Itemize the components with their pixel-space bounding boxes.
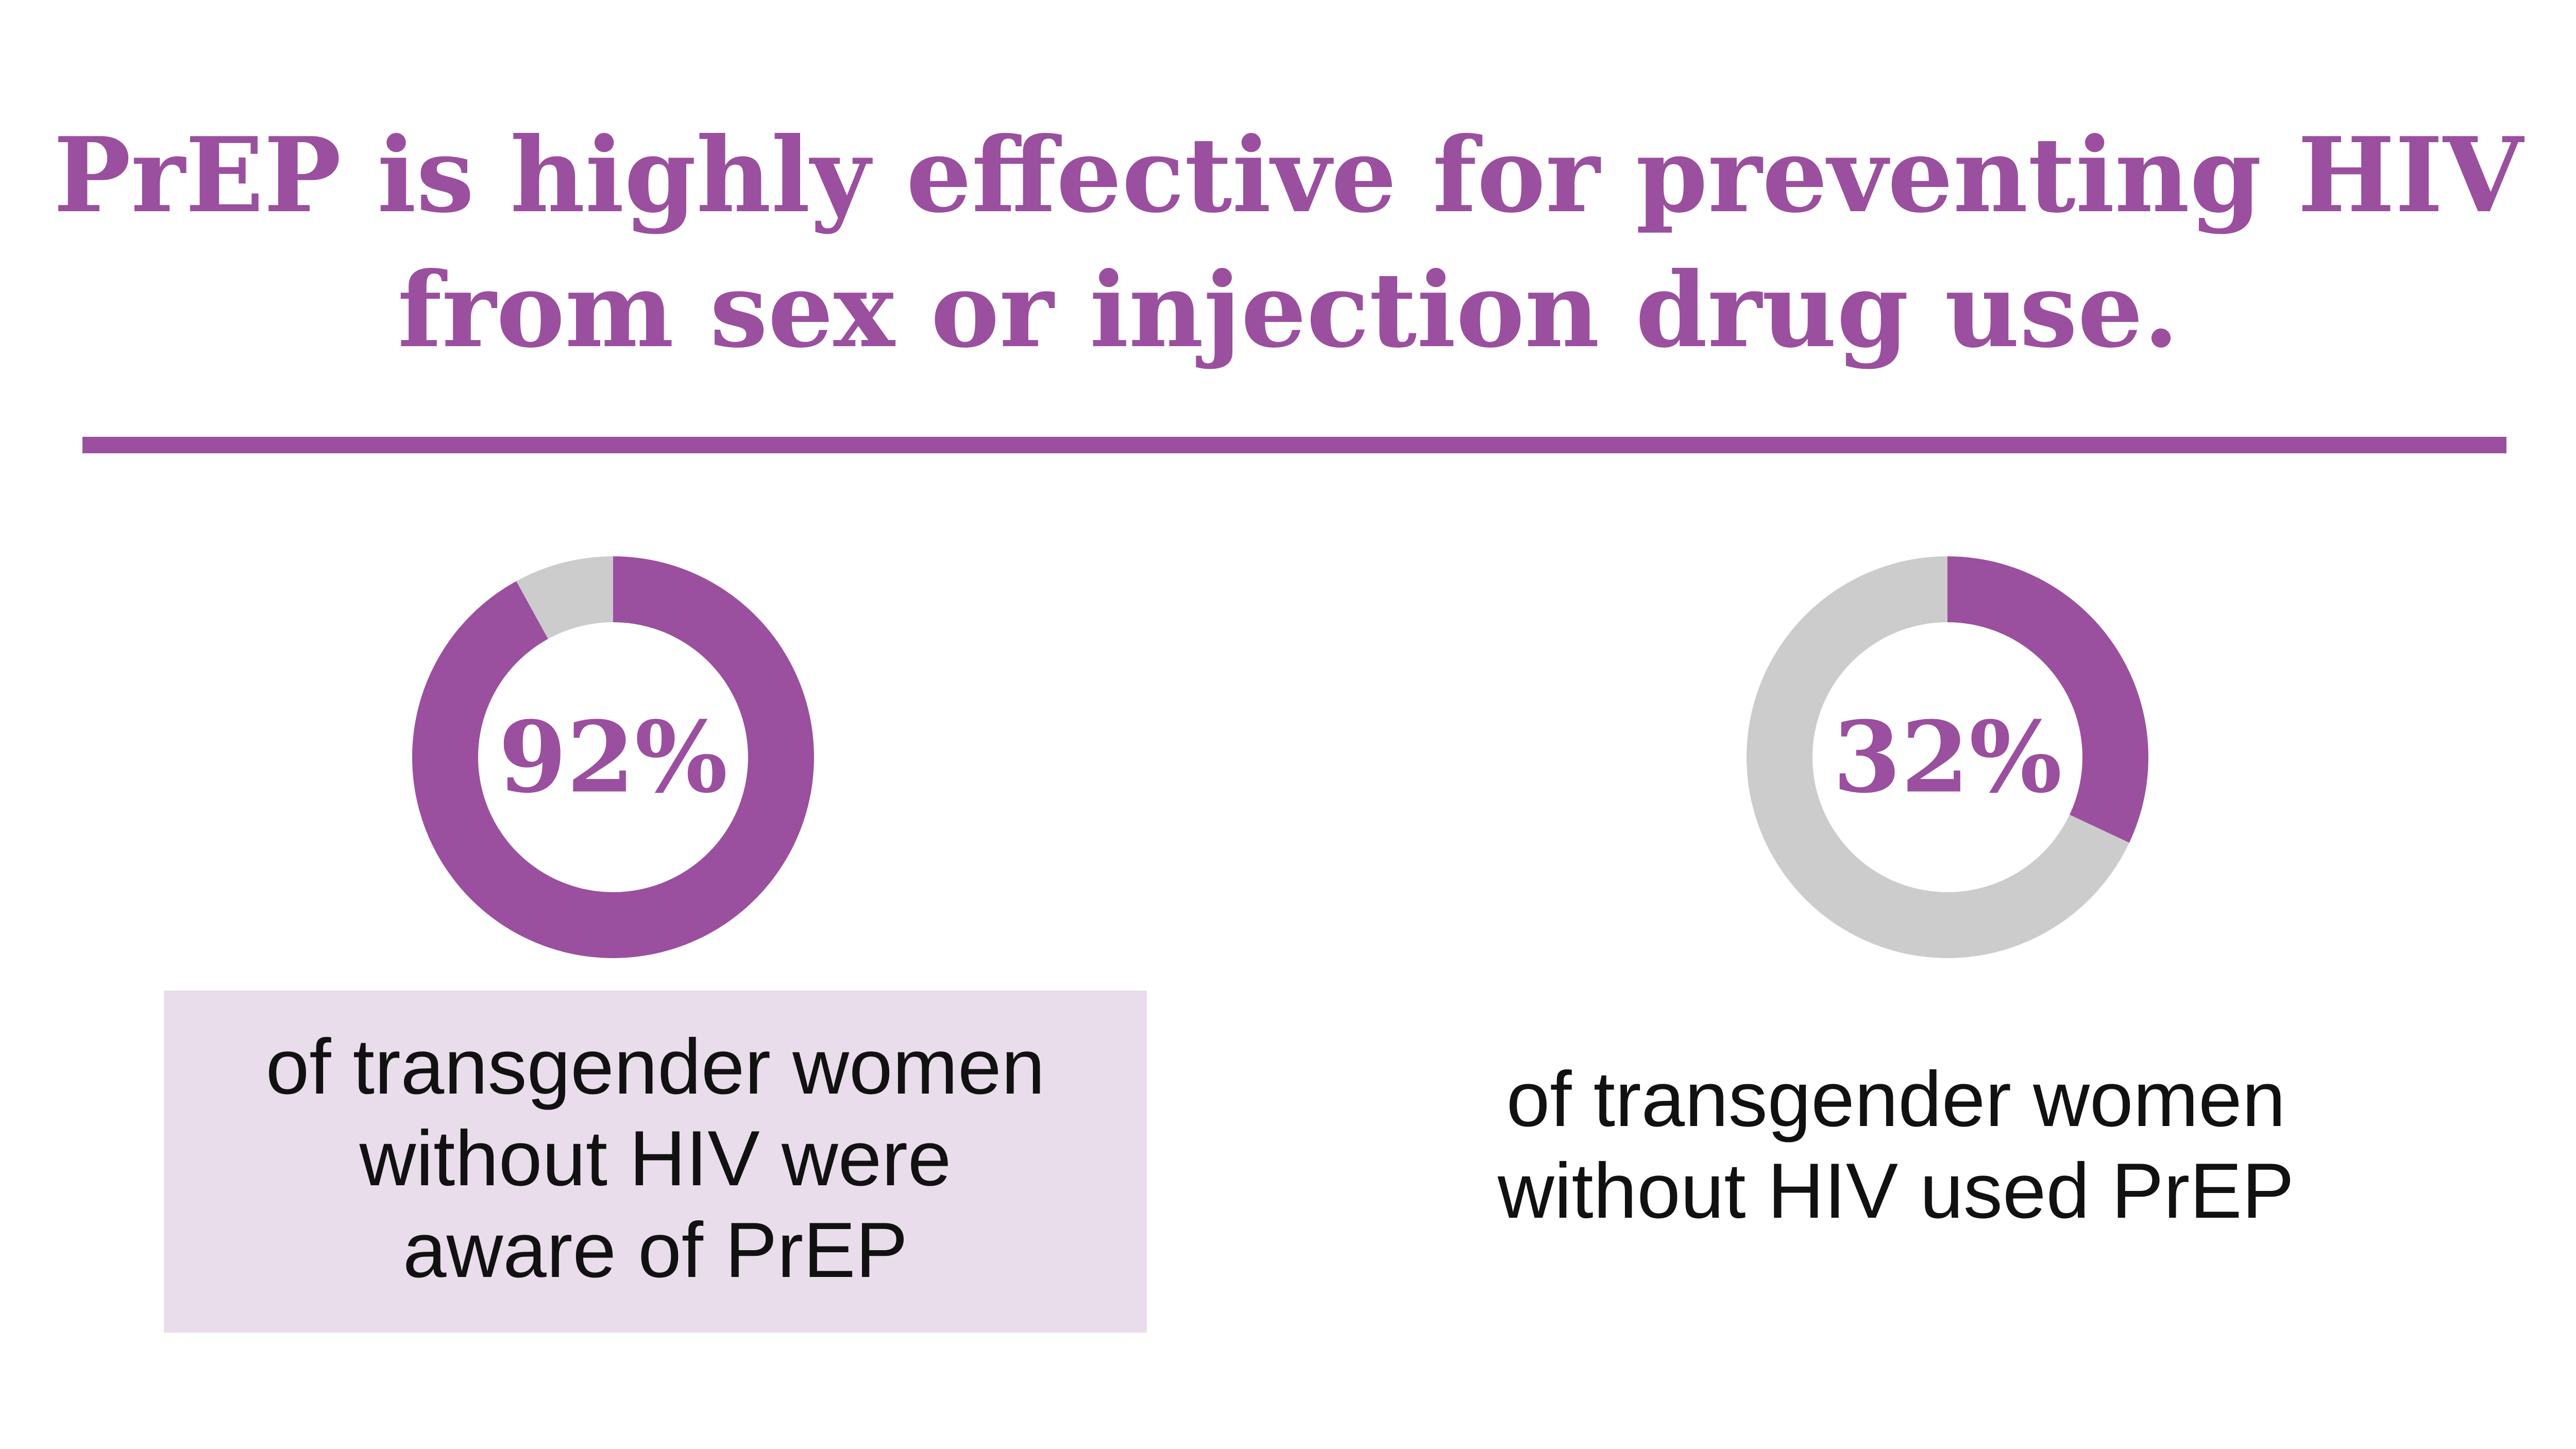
caption-highlight-box — [164, 991, 1147, 1333]
donut-percent-label-used: 32% — [1833, 700, 2062, 815]
caption-used-line-2: without HIV used PrEP — [1497, 1147, 2295, 1235]
donut-track-segment-aware — [516, 556, 613, 639]
donut-value-segment-aware — [412, 556, 814, 958]
divider-rule — [82, 437, 2506, 453]
donut-value-segment-used — [1947, 556, 2148, 843]
donut-track-segment-used — [1747, 556, 2129, 958]
headline: PrEP is highly effective for preventing … — [0, 108, 2576, 378]
donut-chart-aware: 92% — [412, 556, 814, 958]
caption-used: of transgender women without HIV used Pr… — [1484, 1053, 2308, 1237]
caption-aware-line-1: of transgender women — [265, 1023, 1045, 1111]
caption-aware: of transgender women without HIV were aw… — [164, 1021, 1147, 1296]
caption-aware-line-3: aware of PrEP — [403, 1206, 908, 1294]
donut-chart-used: 32% — [1747, 556, 2148, 958]
headline-line-2: from sex or injection drug use. — [397, 250, 2179, 371]
headline-line-1: PrEP is highly effective for preventing … — [53, 115, 2523, 236]
caption-aware-line-2: without HIV were — [359, 1115, 952, 1202]
donut-percent-label-aware: 92% — [499, 700, 728, 815]
caption-used-line-1: of transgender women — [1506, 1055, 2286, 1143]
